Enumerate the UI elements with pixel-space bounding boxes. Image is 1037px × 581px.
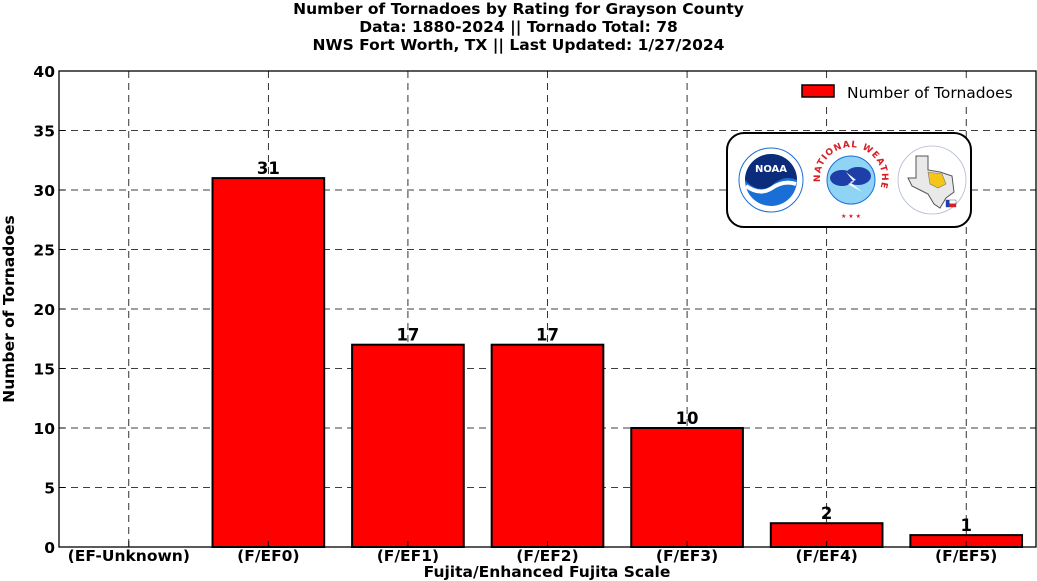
ticks-layer: 0 5 10 15 20 25 30 35 40 (EF-Unknown) (F/EF0) (F/EF…	[33, 63, 1036, 565]
y-tick-label: 5	[44, 480, 55, 498]
y-tick-label: 0	[44, 539, 55, 557]
chart-title: Number of Tornadoes by Rating for Grayso…	[0, 0, 1037, 54]
agency-logos: NOAA NATIONAL WEATHER SERVICE ★ ★ ★	[724, 127, 972, 228]
x-tick-label: (F/EF3)	[656, 547, 718, 565]
bar	[630, 427, 744, 548]
y-tick-label: 25	[33, 242, 55, 260]
bars-layer	[211, 177, 1024, 549]
x-tick-label: (EF-Unknown)	[68, 547, 190, 565]
bar-data-label: 10	[676, 409, 699, 428]
svg-text:★ ★ ★: ★ ★ ★	[841, 213, 861, 220]
bar	[211, 177, 326, 548]
noaa-wordmark: NOAA	[755, 164, 787, 175]
x-tick-label: (F/EF4)	[795, 547, 857, 565]
x-tick-label: (F/EF5)	[935, 547, 997, 565]
noaa-logo: NOAA	[738, 147, 804, 213]
y-axis-label: Number of Tornadoes	[0, 215, 18, 402]
bar	[490, 343, 605, 549]
bar-data-label: 1	[960, 516, 971, 535]
x-tick-label: (F/EF2)	[516, 547, 578, 565]
x-tick-label: (F/EF0)	[237, 547, 299, 565]
legend-label: Number of Tornadoes	[847, 84, 1013, 102]
y-tick-label: 40	[33, 63, 55, 81]
y-tick-label: 10	[33, 420, 55, 438]
bar-data-label: 17	[396, 326, 419, 345]
title-line-1: Number of Tornadoes by Rating for Grayso…	[293, 0, 744, 18]
texas-logo	[897, 145, 967, 215]
legend: Number of Tornadoes	[796, 79, 1028, 105]
title-line-2: Data: 1880-2024 || Tornado Total: 78	[359, 18, 678, 36]
x-tick-label: (F/EF1)	[377, 547, 439, 565]
labels-layer: 31 17 17 10 2 1	[257, 159, 972, 535]
title-line-3: NWS Fort Worth, TX || Last Updated: 1/27…	[312, 36, 725, 54]
y-tick-label: 20	[33, 301, 55, 319]
bar-data-label: 31	[257, 159, 280, 178]
y-tick-label: 35	[33, 123, 55, 141]
bar-data-label: 17	[536, 326, 559, 345]
y-tick-label: 15	[33, 361, 55, 379]
bar	[351, 343, 465, 549]
bar-data-label: 2	[821, 504, 832, 523]
x-axis-label: Fujita/Enhanced Fujita Scale	[424, 563, 671, 581]
y-tick-label: 30	[33, 182, 55, 200]
legend-swatch	[801, 84, 835, 98]
logo-strip: NOAA NATIONAL WEATHER SERVICE ★ ★ ★	[724, 127, 967, 220]
